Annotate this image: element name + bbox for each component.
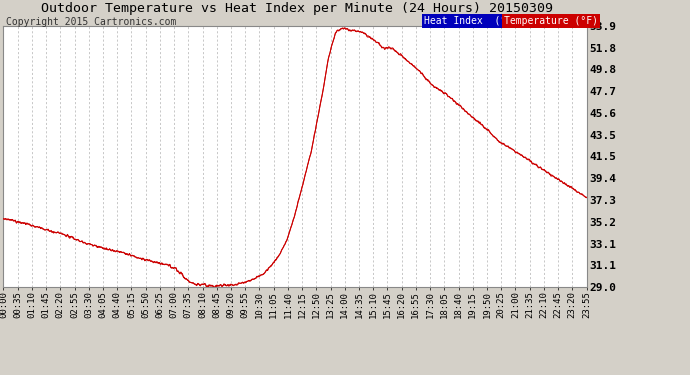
Text: Temperature (°F): Temperature (°F)	[504, 16, 598, 26]
Text: Copyright 2015 Cartronics.com: Copyright 2015 Cartronics.com	[6, 17, 176, 27]
Text: Heat Index  (°F): Heat Index (°F)	[424, 16, 518, 26]
Text: Outdoor Temperature vs Heat Index per Minute (24 Hours) 20150309: Outdoor Temperature vs Heat Index per Mi…	[41, 2, 553, 15]
